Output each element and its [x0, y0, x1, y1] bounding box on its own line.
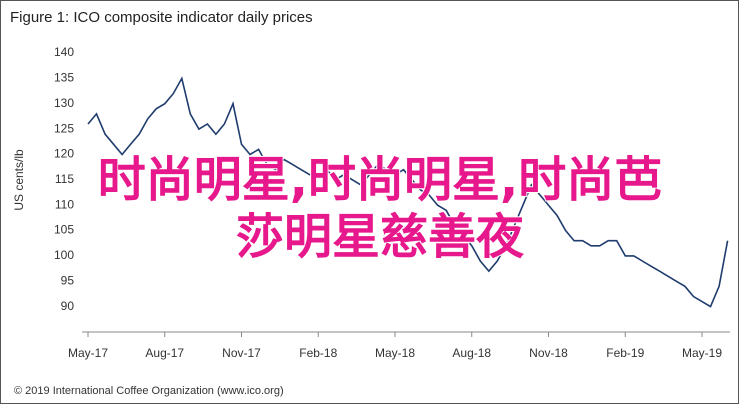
x-tick-label: Aug-17 — [145, 346, 184, 360]
plot: 90 95 100 105 110 115 120 125 130 135 140 May-17 Aug… — [54, 45, 730, 360]
x-tick-label: Aug-18 — [452, 346, 491, 360]
x-tick-label: May-18 — [375, 346, 415, 360]
x-tick-label: May-19 — [682, 346, 722, 360]
y-tick-label: 125 — [54, 121, 74, 135]
chart-title: Figure 1: ICO composite indicator daily … — [10, 9, 313, 26]
x-tick-label: May-17 — [68, 346, 108, 360]
x-tick-label: Nov-18 — [529, 346, 568, 360]
y-tick-label: 95 — [61, 273, 75, 287]
overlay-text: 时尚明星,时尚明星,时尚芭 — [98, 152, 662, 208]
y-tick-label: 105 — [54, 223, 74, 237]
y-tick-label: 115 — [55, 172, 74, 186]
y-tick-label: 130 — [54, 96, 74, 110]
y-tick-label: 140 — [54, 45, 74, 59]
y-tick-label: 135 — [54, 71, 74, 85]
data-line — [87, 76, 729, 308]
overlay-text: 莎明星慈善夜 — [236, 209, 525, 265]
x-tick-label: Feb-18 — [299, 346, 337, 360]
y-axis-label: US cents/lb — [12, 149, 26, 211]
footer: © 2019 International Coffee Organization… — [14, 385, 284, 397]
x-tick-label: Nov-17 — [222, 346, 261, 360]
x-tick-label: Feb-19 — [606, 346, 644, 360]
y-tick-label: 90 — [61, 299, 75, 313]
y-tick-label: 100 — [54, 248, 74, 262]
y-tick-label: 110 — [55, 197, 74, 211]
y-tick-label: 120 — [54, 147, 74, 161]
